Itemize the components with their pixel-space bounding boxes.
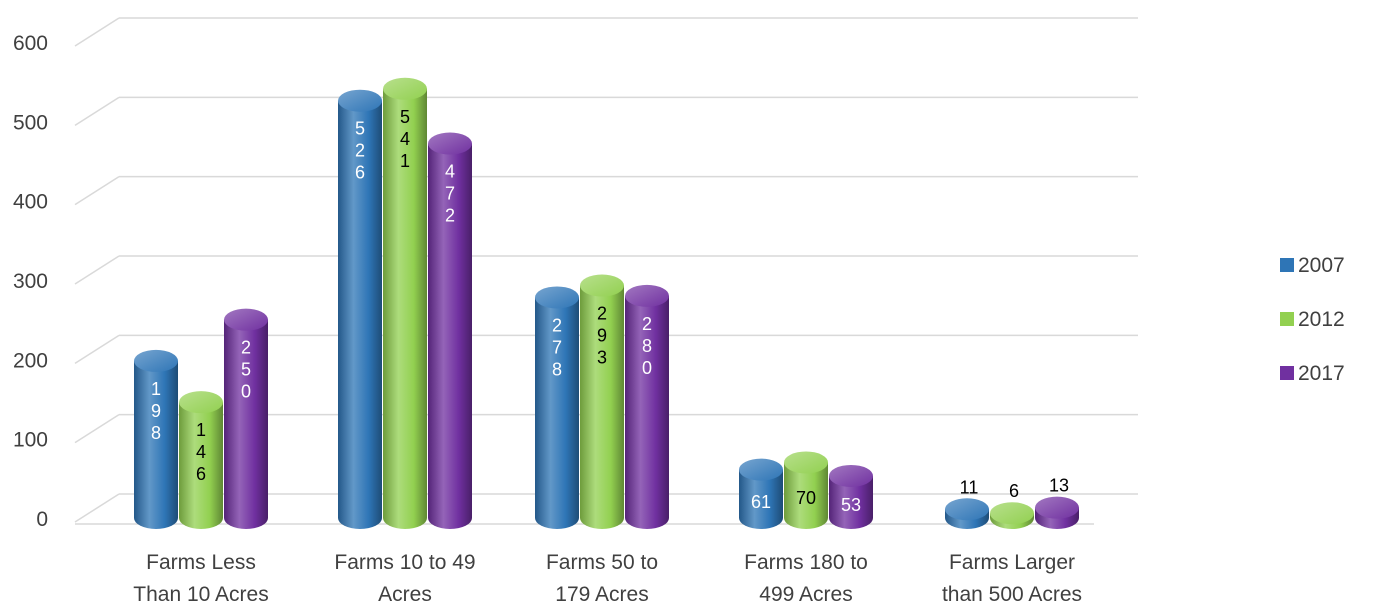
x-category-label: Farms Less Than 10 Acres	[133, 551, 268, 606]
legend-label: 2017	[1298, 362, 1345, 385]
x-category-label: Farms 50 to 179 Acres	[546, 551, 658, 606]
gridline-diagonal	[74, 96, 120, 126]
x-category-label: Farms 180 to 499 Acres	[744, 551, 868, 606]
bar-2012-3	[784, 451, 828, 529]
bar-2007-1	[338, 89, 382, 529]
bar-2012-0	[179, 391, 223, 529]
legend-item-2007: 2007	[1280, 254, 1345, 277]
y-axis-ticks: 0 100 200 300 400 500 600	[13, 32, 48, 531]
legend-swatch	[1280, 258, 1294, 272]
data-labels: 1 9 8 1 4 6 2 5 0 5 2 6 5 4 1 4 7 2 2 7 8 2 9 3 2 8 0 61 70 53 11 6 13	[151, 107, 1069, 515]
bar-2012-4	[990, 502, 1034, 529]
gridline-diagonal	[74, 493, 120, 523]
data-label: 6	[1009, 481, 1019, 501]
y-tick-label: 500	[13, 111, 48, 134]
bar-2017-0	[224, 308, 268, 529]
legend-item-2012: 2012	[1280, 308, 1345, 331]
bar-2007-3	[739, 458, 783, 529]
legend-swatch	[1280, 366, 1294, 380]
legend: 2007 2012 2017	[1280, 254, 1345, 385]
y-tick-label: 400	[13, 191, 48, 214]
legend-label: 2007	[1298, 254, 1345, 277]
y-tick-label: 100	[13, 429, 48, 452]
gridline-diagonal	[74, 17, 120, 47]
bar-2017-2	[625, 284, 669, 529]
data-label: 13	[1049, 476, 1069, 496]
y-tick-label: 0	[36, 508, 48, 531]
legend-swatch	[1280, 312, 1294, 326]
bar-2017-3	[829, 464, 873, 529]
data-label: 70	[796, 488, 816, 508]
data-label: 53	[841, 495, 861, 515]
legend-item-2017: 2017	[1280, 362, 1345, 385]
x-category-label: Farms 10 to 49 Acres	[334, 551, 475, 606]
y-tick-label: 300	[13, 270, 48, 293]
x-axis-categories: Farms Less Than 10 Acres Farms 10 to 49 Acr…	[133, 551, 1082, 606]
y-tick-label: 200	[13, 349, 48, 372]
bar-2017-1	[428, 132, 472, 529]
gridline-diagonal	[74, 176, 120, 206]
gridline-diagonal	[74, 334, 120, 364]
bar-2017-4	[1035, 496, 1079, 529]
bar-2007-4	[945, 498, 989, 529]
bar-2012-2	[580, 274, 624, 529]
bars	[134, 77, 1079, 529]
gridline-diagonal	[74, 414, 120, 444]
data-label: 11	[960, 477, 979, 497]
bar-2007-0	[134, 349, 178, 529]
y-tick-label: 600	[13, 32, 48, 55]
bar-2007-2	[535, 286, 579, 529]
x-category-label: Farms Larger than 500 Acres	[942, 551, 1082, 606]
data-label: 61	[751, 492, 771, 512]
bar-2012-1	[383, 77, 427, 529]
gridline-diagonal	[74, 255, 120, 285]
legend-label: 2012	[1298, 308, 1345, 331]
